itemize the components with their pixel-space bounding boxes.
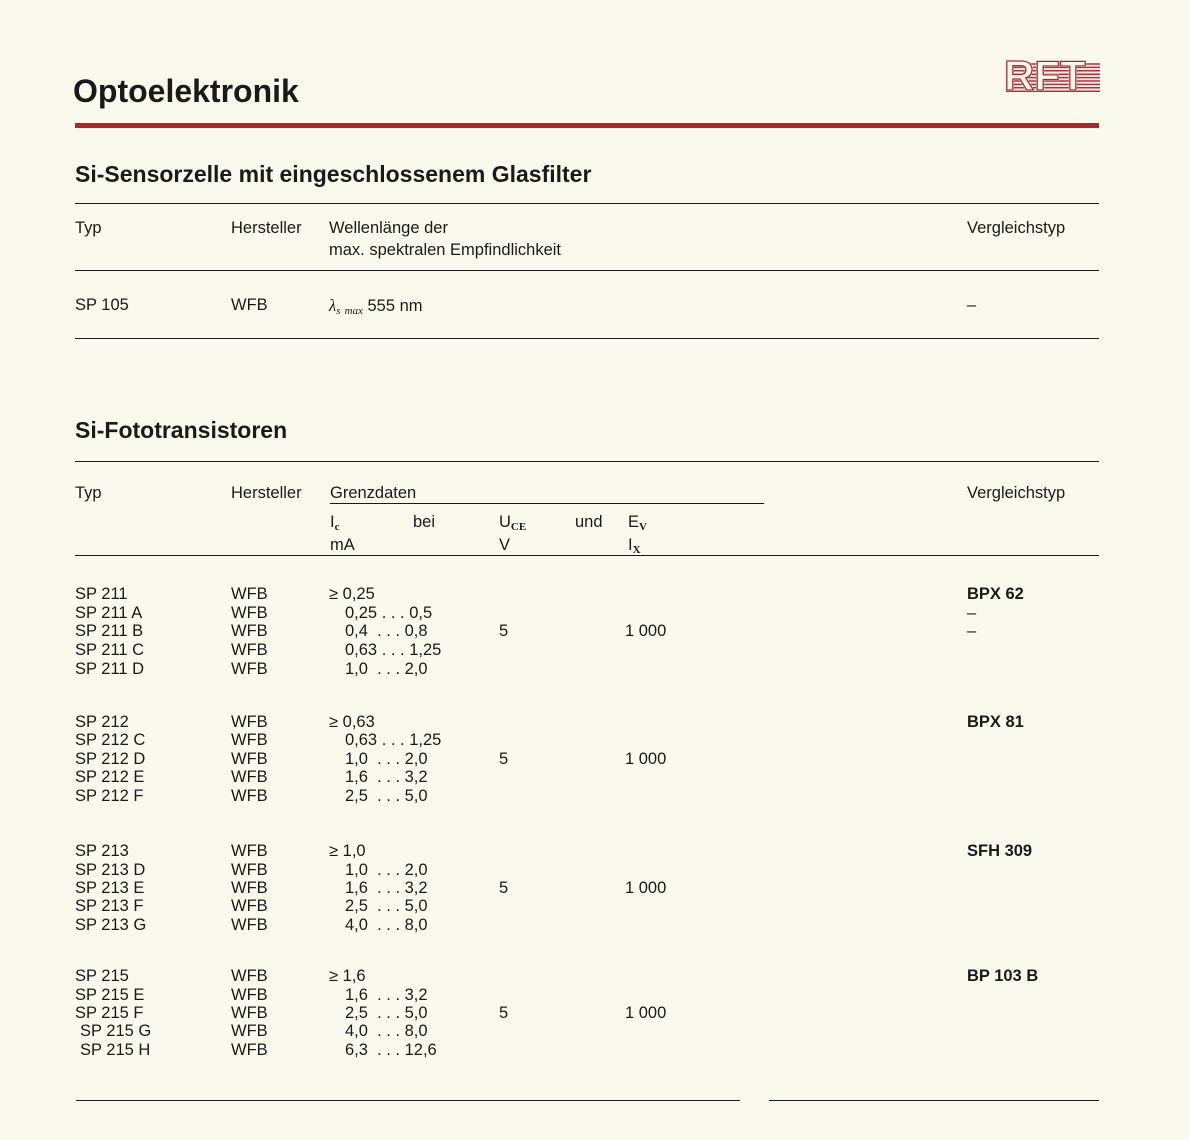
svg-text:RFT: RFT [1004,52,1086,99]
